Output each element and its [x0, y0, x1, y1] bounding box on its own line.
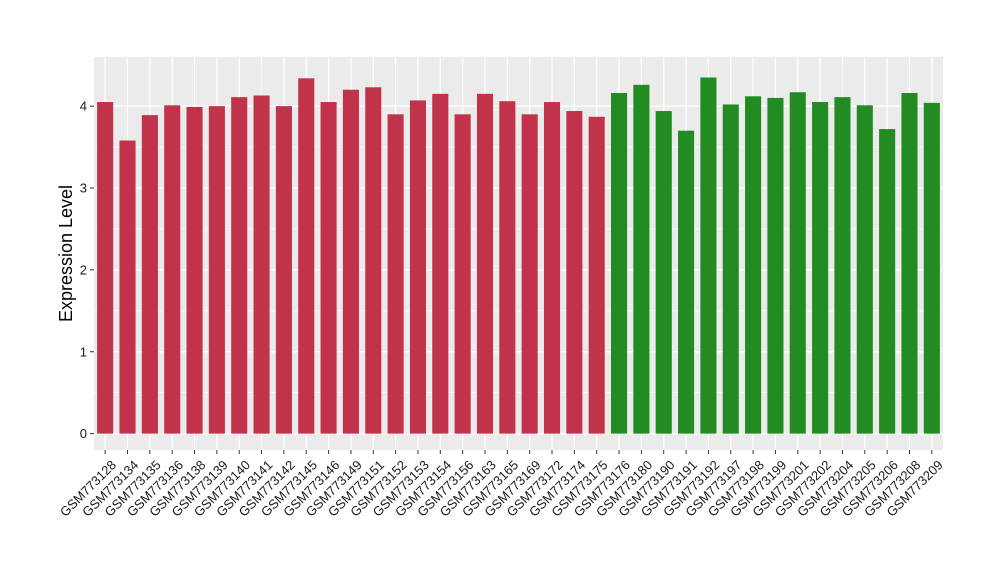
bar	[365, 87, 382, 434]
bar	[588, 116, 605, 434]
bar	[610, 93, 628, 434]
bar	[566, 111, 583, 434]
bar	[521, 114, 538, 434]
bar	[678, 130, 695, 434]
x-axis: GSM773128GSM773134GSM773135GSM773136GSM7…	[57, 450, 946, 520]
y-axis: 0 1 2 3 4	[80, 99, 94, 441]
bar	[812, 102, 829, 434]
bar	[141, 115, 158, 434]
bar	[342, 89, 359, 434]
bar	[543, 102, 561, 434]
bar	[409, 100, 427, 434]
y-tick-label: 3	[80, 181, 87, 196]
bar	[298, 78, 315, 434]
bar	[834, 97, 851, 434]
y-tick-label: 2	[80, 262, 87, 277]
y-axis-title: Expression Level	[56, 185, 76, 322]
bar	[700, 77, 717, 434]
bar	[454, 114, 471, 434]
bar	[186, 106, 203, 434]
bar	[633, 84, 650, 434]
bar	[164, 105, 181, 434]
bar	[767, 97, 784, 434]
bar	[722, 104, 739, 434]
bar	[432, 93, 449, 434]
bar	[476, 93, 494, 434]
bars	[97, 77, 940, 434]
bar	[208, 106, 225, 434]
y-tick-label: 4	[80, 99, 87, 114]
bar	[745, 96, 762, 434]
bar	[387, 114, 404, 434]
bar	[879, 129, 896, 434]
bar	[97, 102, 114, 434]
bar	[901, 93, 918, 434]
bar	[119, 140, 136, 434]
bar	[923, 102, 940, 434]
bar	[789, 92, 806, 434]
bar	[231, 97, 248, 434]
y-tick-label: 0	[80, 426, 87, 441]
bar	[253, 95, 270, 434]
y-tick-label: 1	[80, 344, 87, 359]
bar	[499, 101, 516, 434]
bar	[275, 106, 292, 434]
bar	[856, 105, 873, 434]
bar	[655, 111, 672, 434]
bar	[320, 102, 337, 434]
